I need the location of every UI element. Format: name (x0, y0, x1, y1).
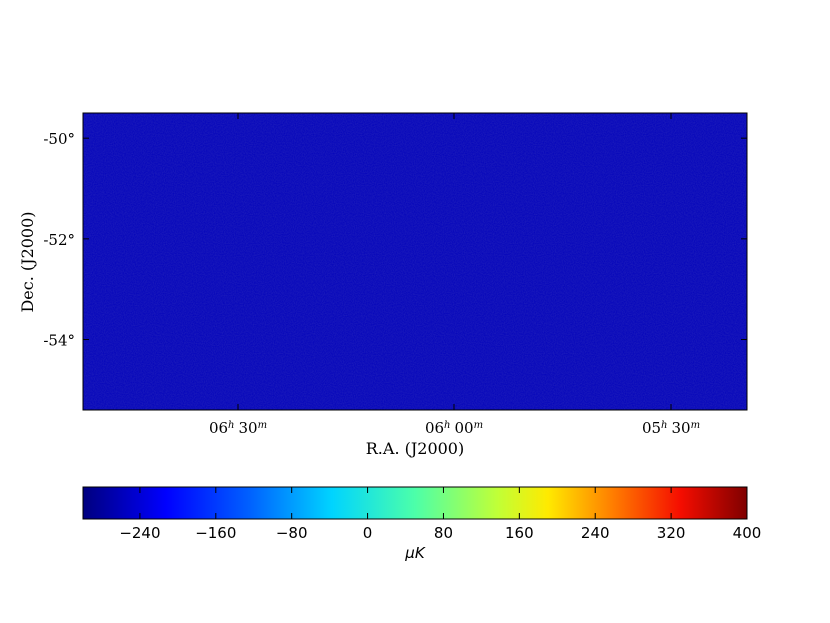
colorbar-tick-label: −160 (195, 524, 236, 542)
x-tick-label: 06h 00m (425, 419, 483, 437)
sky-map (82, 112, 748, 411)
y-axis: -50° -52° -54° (43, 130, 747, 350)
colorbar-tick-label: 240 (581, 524, 610, 542)
y-tick-label: -52° (43, 231, 75, 249)
x-tick-label: 05h 30m (642, 419, 700, 437)
y-tick-label: -50° (43, 130, 75, 148)
colorbar-tick-label: 160 (505, 524, 534, 542)
x-tick-label: 06h 30m (209, 419, 267, 437)
y-axis-label: Dec. (J2000) (18, 211, 37, 312)
x-axis: 06h 30m 06h 00m 05h 30m (209, 113, 700, 437)
colorbar-tick-label: −240 (119, 524, 160, 542)
colorbar-tick-label: 400 (733, 524, 762, 542)
colorbar-tick-label: 80 (434, 524, 453, 542)
colorbar: −240 −160 −80 0 80 160 240 320 400 μK (82, 486, 761, 562)
colorbar-gradient (82, 486, 748, 520)
colorbar-tick-label: 320 (657, 524, 686, 542)
y-tick-label: -54° (43, 332, 75, 350)
colorbar-tick-label: −80 (276, 524, 308, 542)
colorbar-label: μK (404, 544, 426, 562)
colorbar-tick-label: 0 (363, 524, 373, 542)
x-axis-label: R.A. (J2000) (366, 439, 464, 458)
map-frame (82, 112, 748, 411)
colorbar-ticks: −240 −160 −80 0 80 160 240 320 400 (119, 487, 761, 542)
